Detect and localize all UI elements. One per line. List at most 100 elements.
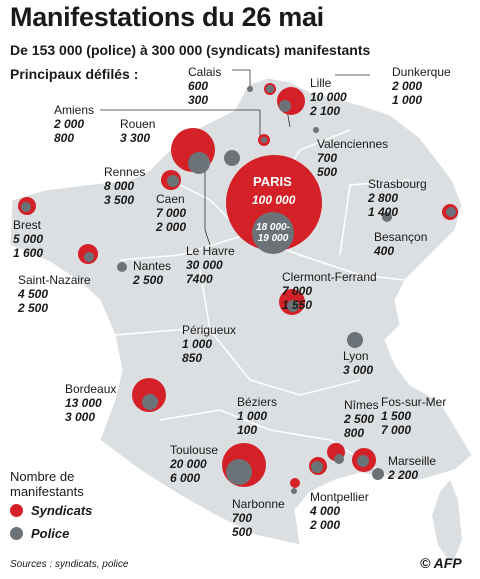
city-syndicats-value: 700 (232, 511, 253, 525)
narbonne-police-circle (291, 488, 297, 494)
city-police-value: 500 (317, 165, 338, 179)
amiens-police-circle (261, 137, 267, 143)
city-police-value: 2 500 (133, 273, 164, 287)
dunkerque-police-circle (266, 85, 274, 93)
city-police-value: 100 (237, 423, 258, 437)
city-syndicats-value: 1 500 (381, 409, 412, 423)
bordeaux-police-circle (142, 394, 158, 410)
page-subtitle: De 153 000 (police) à 300 000 (syndicats… (10, 42, 371, 58)
city-label-valenciennes: Valenciennes 700 500 (317, 137, 388, 179)
narbonne-syndicats-circle (290, 478, 300, 488)
city-label-marseille: Marseille 2 200 (388, 454, 436, 482)
city-name: Périgueux (182, 323, 237, 337)
legend-police: Police (10, 526, 69, 541)
city-syndicats-value: 13 000 (65, 396, 102, 410)
city-syndicats-value: 2 500 (344, 412, 375, 426)
city-syndicats-value: 7 000 (156, 206, 187, 220)
city-syndicats-value: 2 000 (54, 117, 85, 131)
lille-syndicats-circle (277, 87, 305, 115)
city-police-value: 500 (232, 525, 253, 539)
city-police-value: 2 100 (310, 104, 341, 118)
city-police-value: 800 (54, 131, 75, 145)
city-name: Narbonne (232, 497, 285, 511)
city-label-fos: Fos-sur-Mer 1 500 7 000 (381, 395, 446, 437)
city-police-value: 7 000 (381, 423, 412, 437)
city-police-value: 3 000 (65, 410, 96, 424)
city-syndicats-value: 7 000 (282, 284, 313, 298)
syndicats-dot-icon (10, 504, 23, 517)
rouen-police-circle (224, 150, 240, 166)
city-label-perigueux: Périgueux 1 000 850 (182, 323, 236, 365)
city-syndicats-value: 1 000 (237, 409, 268, 423)
legend-title: Nombre de manifestants (10, 469, 84, 499)
city-name: Bordeaux (65, 382, 117, 396)
city-police-value: 3 500 (104, 193, 135, 207)
city-label-brest: Brest 5 000 1 600 (13, 218, 43, 260)
city-label-nantes: Nantes 2 500 (133, 259, 171, 287)
paris-syndicats-circle (226, 155, 322, 251)
city-police-value: 1 550 (282, 298, 313, 312)
fos-police-circle (357, 455, 369, 467)
calais-police-circle (247, 86, 253, 92)
legend-syndicats: Syndicats (10, 503, 92, 518)
city-name: Le Havre (186, 244, 235, 258)
besancon-police-circle (382, 212, 392, 222)
city-police-value: 300 (188, 93, 209, 107)
city-label-narbonne: Narbonne 700 500 (232, 497, 285, 539)
city-name: Nantes (133, 259, 172, 273)
city-name: Rouen (120, 117, 156, 131)
police-dot-icon (10, 527, 23, 540)
city-syndicats-value: 4 000 (310, 504, 341, 518)
page-title: Manifestations du 26 mai (10, 2, 324, 32)
city-name: Nîmes (344, 398, 379, 412)
city-name: Rennes (104, 165, 146, 179)
paris-police: 18 000-19 000 (256, 222, 290, 244)
city-syndicats-value: 8 000 (104, 179, 135, 193)
city-label-calais: Calais 600 300 (188, 65, 221, 107)
city-name: Fos-sur-Mer (381, 395, 447, 409)
city-label-amiens: Amiens 2 000 800 (54, 103, 94, 145)
valenciennes-police-circle (313, 127, 319, 133)
city-name: Dunkerque (392, 65, 451, 79)
city-police-value: 3 000 (343, 363, 374, 377)
city-syndicats-value: 700 (317, 151, 338, 165)
city-syndicats-value: 2 000 (392, 79, 423, 93)
afp-credit: © AFP (420, 555, 462, 571)
city-label-saintnazaire: Saint-Nazaire 4 500 2 500 (18, 273, 91, 315)
city-name: Calais (188, 65, 222, 79)
city-police-value: 1 000 (392, 93, 423, 107)
city-police-value: 2 500 (18, 301, 49, 315)
source-note: Sources : syndicats, police (10, 559, 129, 570)
clermont-police-circle (287, 300, 299, 312)
city-name: Clermont-Ferrand (282, 270, 377, 284)
city-police-value: 1 600 (13, 246, 44, 260)
caen-police-circle (188, 152, 210, 174)
city-police-value: 400 (374, 244, 395, 258)
city-syndicats-value: 5 000 (13, 232, 44, 246)
city-name: Lille (310, 76, 332, 90)
lille-police-circle (279, 100, 291, 112)
city-syndicats-value: 600 (188, 79, 209, 93)
city-name: Besançon (374, 230, 428, 244)
city-label-beziers: Béziers 1 000 100 (237, 395, 277, 437)
city-syndicats-value: 30 000 (186, 258, 223, 272)
nimes-police-circle (334, 454, 344, 464)
circles-layer (18, 83, 458, 494)
city-label-strasbourg: Strasbourg 2 800 1 400 (368, 177, 427, 219)
france-mainland (9, 77, 473, 546)
city-label-besancon: Besançon 400 (374, 230, 427, 258)
montpellier-police-circle (311, 461, 323, 473)
city-police-value: 3 300 (120, 131, 151, 145)
city-police-value: 1 400 (368, 205, 399, 219)
city-label-dunkerque: Dunkerque 2 000 1 000 (392, 65, 451, 107)
saintnazaire-police-circle (84, 252, 94, 262)
city-label-caen: Caen 7 000 2 000 (156, 192, 186, 234)
city-name: Valenciennes (317, 137, 389, 151)
brest-police-circle (21, 202, 31, 212)
toulouse-police-circle (226, 459, 252, 485)
city-syndicats-value: 20 000 (170, 457, 207, 471)
city-name: Béziers (237, 395, 278, 409)
legend-police-label: Police (31, 526, 70, 541)
city-name: Saint-Nazaire (18, 273, 91, 287)
